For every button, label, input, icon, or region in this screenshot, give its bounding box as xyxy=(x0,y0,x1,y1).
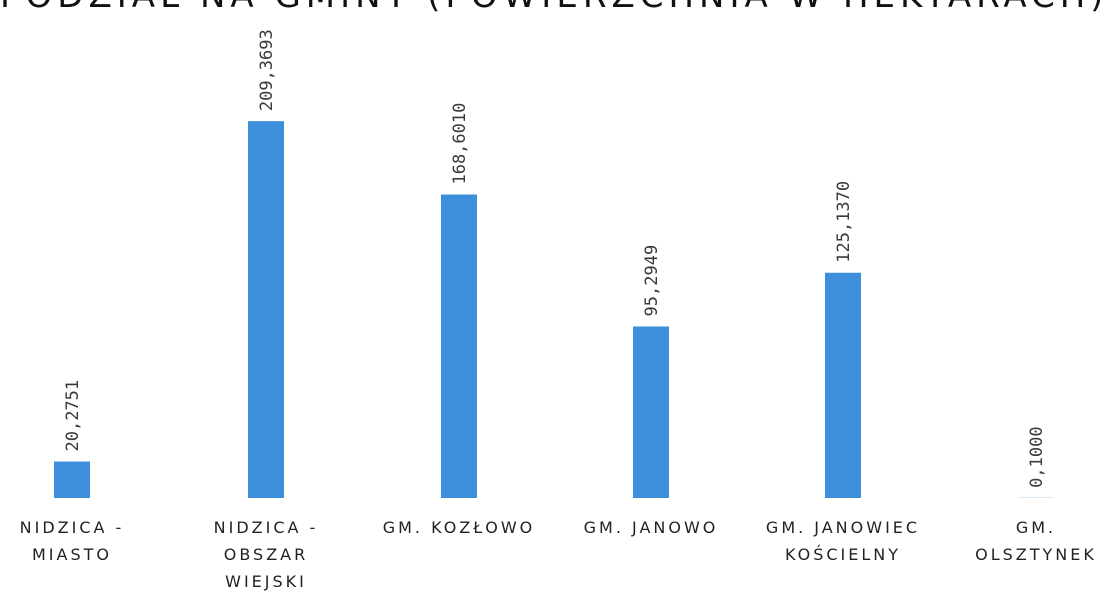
category-label: NIDZICA - xyxy=(20,518,125,537)
bar xyxy=(633,326,669,498)
category-label: GM. KOZŁOWO xyxy=(383,518,536,537)
category-label: GM. JANOWO xyxy=(584,518,719,537)
category-label: KOŚCIELNY xyxy=(785,545,901,564)
bar xyxy=(248,121,284,499)
category-label: MIASTO xyxy=(32,545,112,564)
data-label: 125,1370 xyxy=(834,181,854,263)
bar xyxy=(825,272,861,498)
data-label: 209,3693 xyxy=(257,29,277,111)
bar xyxy=(54,461,90,498)
data-label: 168,6010 xyxy=(450,103,470,185)
chart-title: PODZIAŁ NA GMINY (POWIERZCHNIA W HEKTARA… xyxy=(0,0,1100,16)
category-label: NIDZICA - xyxy=(214,518,319,537)
data-label: 95,2949 xyxy=(642,245,662,317)
category-label: OLSZTYNEK xyxy=(975,545,1097,564)
category-label: OBSZAR xyxy=(224,545,308,564)
data-label: 20,2751 xyxy=(63,380,83,452)
bar xyxy=(441,194,477,499)
data-label: 0,1000 xyxy=(1027,426,1047,487)
category-label: GM. JANOWIEC xyxy=(766,518,920,537)
category-label: WIEJSKI xyxy=(225,572,307,591)
category-label: GM. xyxy=(1016,518,1056,537)
